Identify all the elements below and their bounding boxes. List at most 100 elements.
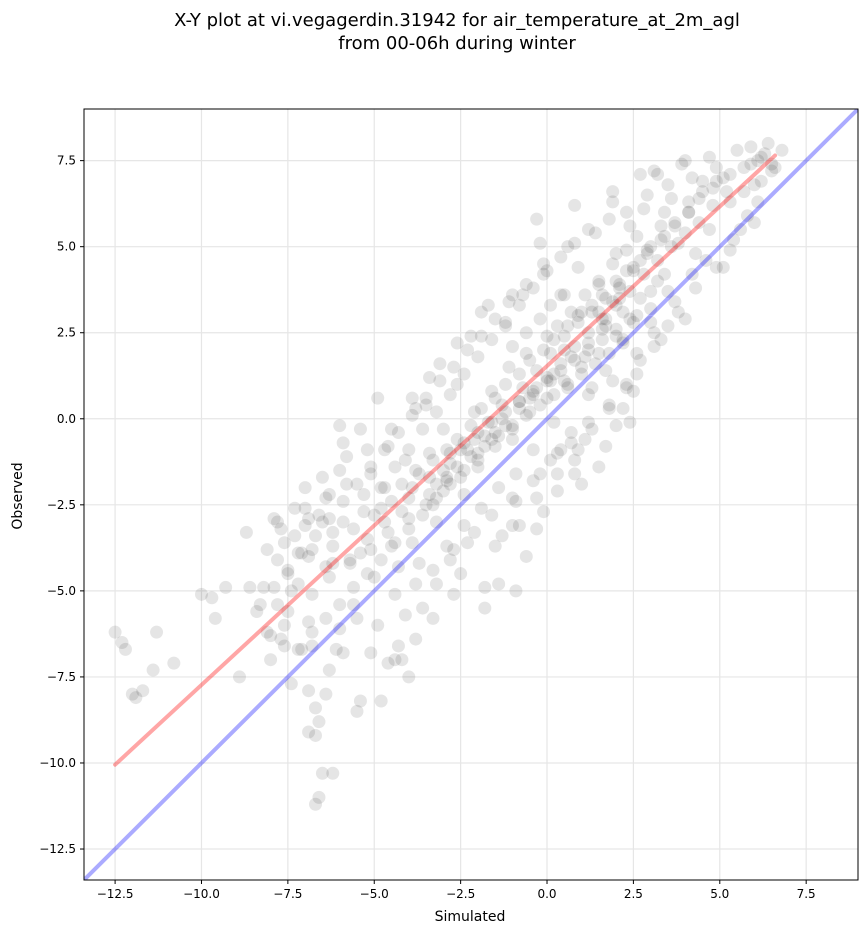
data-point [557, 374, 571, 388]
data-point [108, 625, 122, 639]
data-point [461, 536, 475, 550]
data-point [581, 415, 595, 429]
data-point [125, 687, 139, 701]
data-point [599, 364, 613, 378]
data-point [495, 412, 509, 426]
data-point [526, 443, 540, 457]
data-point [651, 167, 665, 181]
data-point [353, 694, 367, 708]
data-point [409, 577, 423, 591]
data-point [250, 605, 264, 619]
data-point [547, 388, 561, 402]
data-point [309, 728, 323, 742]
data-point [644, 302, 658, 316]
data-point [291, 642, 305, 656]
data-point [609, 274, 623, 288]
data-point [298, 501, 312, 515]
data-point [347, 522, 361, 536]
data-point [426, 563, 440, 577]
data-point [405, 481, 419, 495]
x-tick-label: 5.0 [710, 887, 729, 901]
data-point [457, 488, 471, 501]
data-point [118, 642, 132, 656]
data-point [423, 470, 437, 484]
data-point [526, 388, 540, 402]
data-point [388, 460, 402, 474]
data-point [474, 401, 488, 415]
data-point [402, 670, 416, 684]
data-point [606, 195, 620, 209]
data-point [592, 278, 606, 292]
data-point [499, 419, 513, 433]
data-point [540, 329, 554, 343]
data-point [599, 312, 613, 326]
data-point [440, 443, 454, 457]
data-point [519, 549, 533, 563]
data-point [658, 205, 671, 219]
data-point [243, 580, 257, 594]
data-point [747, 178, 761, 192]
data-point [454, 470, 468, 484]
identity-line [84, 109, 858, 880]
data-point [312, 790, 326, 804]
data-point [668, 295, 682, 309]
data-point [633, 167, 647, 181]
data-point [291, 546, 305, 560]
data-point [568, 236, 582, 250]
data-point [609, 419, 623, 433]
data-point [360, 532, 374, 546]
data-point [461, 343, 475, 357]
data-point [302, 725, 316, 739]
data-point [357, 488, 371, 501]
data-point [409, 463, 423, 477]
data-point [671, 305, 685, 319]
data-point [267, 512, 281, 526]
data-point [305, 587, 319, 601]
data-point [423, 488, 437, 501]
data-point [644, 315, 658, 329]
data-point [322, 488, 336, 501]
data-point [426, 498, 440, 512]
data-point [626, 260, 640, 274]
data-point [481, 415, 495, 429]
data-point [509, 584, 523, 598]
data-point [395, 505, 409, 519]
data-point [391, 639, 405, 653]
data-point [360, 443, 374, 457]
data-point [488, 426, 502, 440]
data-point [557, 343, 571, 357]
data-point [457, 436, 471, 450]
data-point [647, 326, 661, 340]
data-point [599, 319, 613, 333]
data-point [509, 467, 523, 481]
data-point [644, 284, 658, 298]
data-point [454, 443, 468, 457]
data-point [371, 618, 385, 632]
data-point [575, 367, 589, 381]
data-point [651, 274, 665, 288]
data-point [619, 205, 633, 219]
data-point [505, 422, 519, 436]
data-point [471, 446, 485, 460]
data-point [347, 598, 361, 612]
data-point [315, 766, 329, 780]
data-point [505, 432, 519, 446]
data-point [340, 450, 354, 464]
data-point [554, 364, 568, 378]
data-point [595, 333, 609, 347]
data-point [474, 305, 488, 319]
data-point [533, 312, 547, 326]
data-point [581, 388, 595, 402]
data-point [447, 587, 461, 601]
data-point [457, 518, 471, 532]
data-point [530, 522, 544, 536]
data-point [630, 367, 644, 381]
data-point [315, 470, 329, 484]
data-point [592, 460, 606, 474]
data-point [619, 264, 633, 278]
data-point [436, 463, 450, 477]
data-point [309, 797, 323, 811]
data-point [581, 326, 595, 340]
data-point [416, 508, 430, 522]
data-point [609, 298, 623, 312]
